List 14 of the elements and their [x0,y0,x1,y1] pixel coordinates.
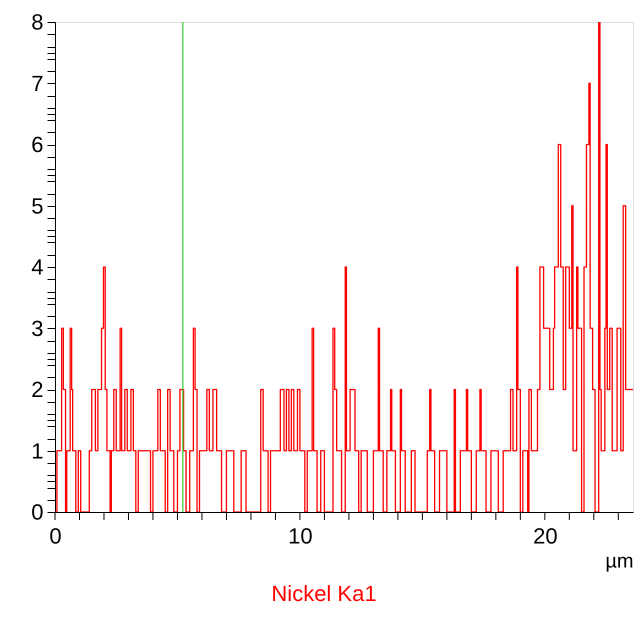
y-tick-label: 1 [31,438,44,464]
text: Nickel Ka1 [271,581,377,606]
y-tick-label: 5 [31,193,44,218]
y-tick-label: 4 [31,254,44,280]
y-tick-label: 7 [31,70,44,96]
y-tick-label: 6 [31,132,44,157]
x-tick-label: 0 [49,524,62,548]
x-tick-label: 20 [533,524,558,548]
y-tick-label: 0 [31,500,44,524]
y-tick-label: 8 [31,10,44,34]
x-tick-label: 10 [288,524,313,548]
x-axis-title: µm [605,550,634,572]
y-tick-label: 2 [31,377,44,402]
y-tick-label: 3 [31,316,44,341]
